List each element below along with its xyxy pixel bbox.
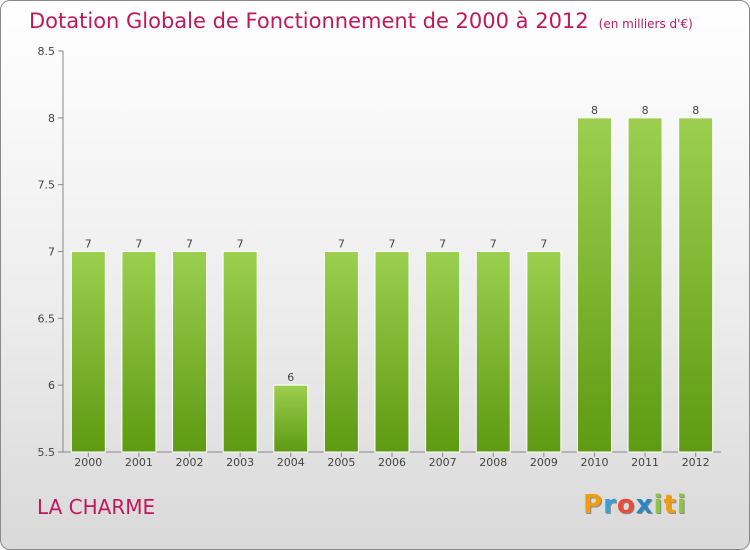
logo-letter: o: [616, 490, 636, 520]
data-label-2000: 7: [85, 238, 92, 251]
y-tick-label: 7: [48, 246, 55, 259]
y-tick-label: 8.5: [38, 45, 56, 58]
data-labels: 7 7 7 7 6 7 7 7 7 7 8 8 8: [85, 104, 699, 384]
x-tick-label-2002: 2002: [176, 456, 204, 469]
bar-2007: [425, 251, 461, 453]
bar-2005: [323, 251, 359, 453]
chart-title: Dotation Globale de Fonctionnement de 20…: [29, 9, 693, 33]
data-label-2002: 7: [186, 238, 193, 251]
bar-2004: [273, 384, 309, 453]
logo-letter: x: [635, 490, 654, 520]
chart-title-text: Dotation Globale de Fonctionnement de 20…: [29, 9, 589, 33]
x-tick-label-2001: 2001: [125, 456, 153, 469]
data-label-2010: 8: [591, 104, 598, 117]
logo-letter: i: [653, 490, 664, 520]
x-tick-label-2006: 2006: [378, 456, 406, 469]
bar-2006: [374, 251, 410, 453]
bar-2009: [526, 251, 562, 453]
chart-subtitle: (en milliers d'€): [598, 17, 693, 31]
axes: 5.5 6 6.5 7 7.5 8 8.5 2000 2001 2002 2003 2004 2005 2…: [38, 45, 721, 469]
proxiti-logo: Proxiti: [583, 490, 687, 520]
data-label-2012: 8: [692, 104, 699, 117]
bar-2003: [222, 251, 258, 453]
x-tick-label-2004: 2004: [277, 456, 305, 469]
data-label-2007: 7: [439, 238, 446, 251]
x-tick-label-2010: 2010: [580, 456, 608, 469]
x-tick-label-2005: 2005: [327, 456, 355, 469]
x-tick-label-2012: 2012: [682, 456, 710, 469]
x-tick-label-2000: 2000: [74, 456, 102, 469]
y-tick-label: 8: [48, 112, 55, 125]
data-label-2004: 6: [287, 371, 294, 384]
logo-letter: P: [583, 490, 604, 520]
y-tick-label: 6: [48, 379, 55, 392]
data-label-2001: 7: [135, 238, 142, 251]
data-label-2006: 7: [389, 238, 396, 251]
bars: [70, 117, 714, 453]
x-tick-label-2008: 2008: [479, 456, 507, 469]
bar-2010: [576, 117, 612, 453]
data-label-2011: 8: [642, 104, 649, 117]
x-tick-label-2003: 2003: [226, 456, 254, 469]
y-tick-label: 5.5: [38, 446, 56, 459]
bar-2002: [172, 251, 208, 453]
data-label-2005: 7: [338, 238, 345, 251]
bar-2000: [70, 251, 106, 453]
logo-letter: r: [603, 490, 617, 520]
logo-letter: t: [663, 490, 677, 520]
x-tick-label-2009: 2009: [530, 456, 558, 469]
bar-2012: [678, 117, 714, 453]
bar-2011: [627, 117, 663, 453]
data-label-2009: 7: [540, 238, 547, 251]
y-tick-label: 6.5: [38, 312, 56, 325]
commune-name: LA CHARME: [37, 495, 156, 519]
x-tick-label-2011: 2011: [631, 456, 659, 469]
x-tick-label-2007: 2007: [429, 456, 457, 469]
bar-2001: [121, 251, 157, 453]
data-label-2008: 7: [490, 238, 497, 251]
data-label-2003: 7: [237, 238, 244, 251]
y-tick-label: 7.5: [38, 179, 56, 192]
bar-2008: [475, 251, 511, 453]
logo-letter: i: [676, 490, 687, 520]
